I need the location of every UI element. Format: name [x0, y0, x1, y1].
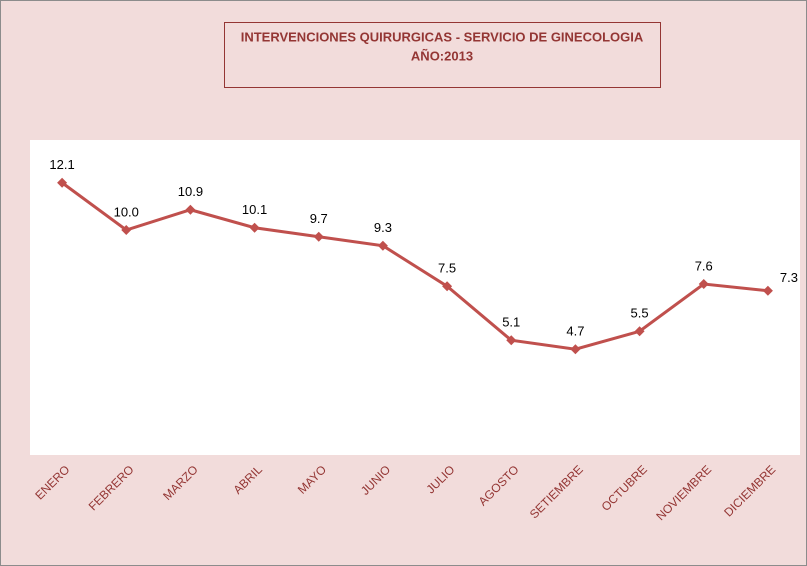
data-label: 7.6 — [695, 258, 713, 273]
marker — [442, 281, 453, 292]
data-label: 5.5 — [631, 306, 649, 321]
marker — [313, 231, 324, 242]
data-label: 10.0 — [114, 204, 139, 219]
data-label: 9.3 — [374, 220, 392, 235]
chart-title: INTERVENCIONES QUIRURGICAS - SERVICIO DE… — [241, 29, 644, 44]
line — [61, 181, 769, 351]
marker — [634, 326, 645, 337]
chart-subtitle: AÑO:2013 — [411, 48, 473, 63]
data-label: 4.7 — [566, 324, 584, 339]
marker — [377, 240, 388, 251]
data-label: 10.9 — [178, 184, 203, 199]
marker — [57, 177, 68, 188]
data-label: 5.1 — [502, 315, 520, 330]
marker — [698, 279, 709, 289]
marker — [121, 225, 132, 235]
marker — [762, 285, 773, 296]
data-label: 7.3 — [780, 270, 798, 285]
marker — [570, 344, 581, 355]
plot-area — [30, 140, 800, 455]
data-label: 12.1 — [49, 157, 74, 172]
marker — [249, 222, 260, 233]
title-box — [224, 22, 661, 88]
data-label: 9.7 — [310, 211, 328, 226]
marker — [506, 335, 517, 346]
marker — [185, 204, 196, 215]
data-label: 7.5 — [438, 261, 456, 276]
data-label: 10.1 — [242, 202, 267, 217]
